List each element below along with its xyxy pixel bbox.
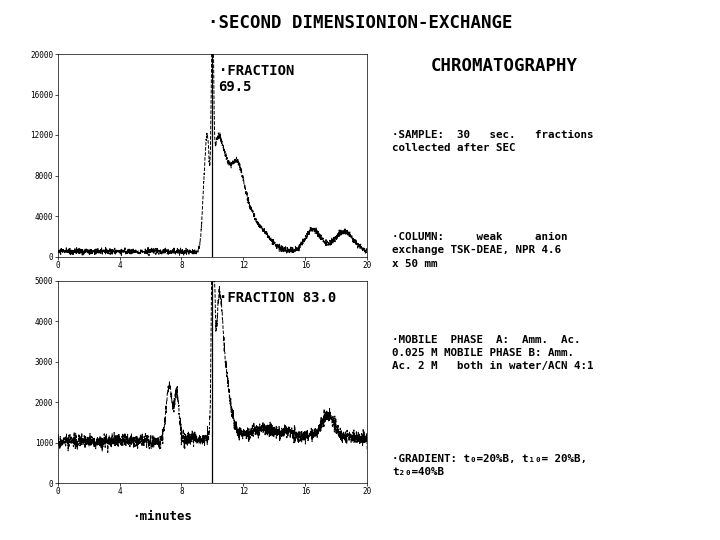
Text: ·minutes: ·minutes <box>132 510 192 523</box>
Text: ·GRADIENT: t₀=20%B, t₁₀= 20%B,
t₂₀=40%B: ·GRADIENT: t₀=20%B, t₁₀= 20%B, t₂₀=40%B <box>392 454 588 477</box>
Text: ·COLUMN:     weak     anion
exchange TSK-DEAE, NPR 4.6
x 50 mm: ·COLUMN: weak anion exchange TSK-DEAE, N… <box>392 232 568 268</box>
Text: ·MOBILE  PHASE  A:  Amm.  Ac.
0.025 M MOBILE PHASE B: Amm.
Ac. 2 M   both in wat: ·MOBILE PHASE A: Amm. Ac. 0.025 M MOBILE… <box>392 335 594 371</box>
Text: ·SAMPLE:  30   sec.   fractions
collected after SEC: ·SAMPLE: 30 sec. fractions collected aft… <box>392 130 594 153</box>
Text: ·FRACTION
69.5: ·FRACTION 69.5 <box>219 64 294 94</box>
Text: CHROMATOGRAPHY: CHROMATOGRAPHY <box>431 57 577 75</box>
Text: ·SECOND DIMENSIONION-EXCHANGE: ·SECOND DIMENSIONION-EXCHANGE <box>208 14 512 31</box>
Text: ·FRACTION 83.0: ·FRACTION 83.0 <box>219 291 336 305</box>
